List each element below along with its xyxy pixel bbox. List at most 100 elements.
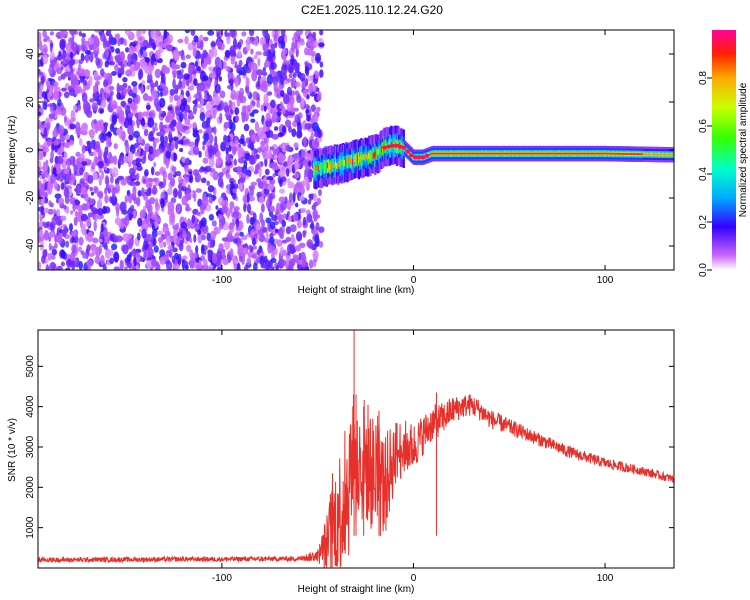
noise-speckle: [81, 145, 86, 154]
noise-speckle: [177, 38, 184, 44]
noise-speckle: [137, 111, 144, 120]
noise-speckle: [177, 139, 184, 145]
noise-speckle: [59, 38, 66, 50]
signal-cell: [624, 153, 627, 155]
noise-speckle: [41, 75, 45, 85]
noise-speckle: [141, 118, 146, 127]
noise-speckle: [233, 158, 237, 166]
signal-cell: [440, 152, 443, 155]
noise-speckle: [77, 104, 82, 111]
noise-speckle: [48, 231, 55, 238]
noise-speckle: [38, 261, 42, 270]
noise-speckle: [263, 255, 268, 264]
noise-speckle: [43, 170, 49, 179]
noise-speckle: [183, 73, 190, 80]
noise-speckle: [167, 114, 174, 121]
y-tick-label: 40: [25, 48, 36, 60]
noise-speckle: [187, 85, 195, 91]
signal-cell: [519, 152, 523, 155]
heatmap-layer: [38, 30, 674, 270]
noise-speckle: [304, 47, 309, 56]
noise-speckle: [85, 218, 91, 227]
noise-speckle: [241, 105, 248, 114]
noise-speckle: [255, 163, 261, 171]
noise-speckle: [69, 223, 73, 232]
noise-speckle: [133, 256, 137, 267]
noise-speckle: [171, 255, 176, 264]
signal-cell: [324, 164, 327, 171]
noise-speckle: [302, 230, 307, 238]
signal-cell: [640, 153, 643, 156]
noise-speckle: [266, 176, 274, 181]
noise-speckle: [210, 41, 216, 47]
noise-speckle: [217, 40, 223, 48]
noise-speckle: [108, 151, 112, 159]
signal-cell: [436, 152, 439, 155]
noise-speckle: [300, 207, 307, 213]
signal-cell: [532, 152, 535, 155]
noise-speckle: [81, 122, 89, 133]
noise-speckle: [281, 220, 286, 228]
noise-speckle: [154, 34, 159, 46]
noise-speckle: [57, 197, 65, 206]
noise-speckle: [259, 84, 264, 92]
signal-cell: [524, 152, 527, 155]
noise-speckle: [118, 116, 125, 122]
colorbar-tick-label: 0.8: [698, 71, 709, 85]
noise-speckle: [114, 234, 118, 243]
noise-speckle: [245, 77, 250, 88]
noise-speckle: [96, 191, 103, 198]
noise-speckle: [190, 190, 195, 197]
noise-speckle: [305, 262, 309, 268]
noise-speckle: [49, 87, 53, 97]
noise-speckle: [246, 257, 252, 265]
noise-speckle: [60, 102, 64, 112]
noise-speckle: [168, 201, 173, 211]
noise-speckle: [206, 116, 211, 125]
noise-speckle: [308, 83, 313, 94]
noise-speckle: [265, 217, 272, 224]
noise-speckle: [312, 31, 317, 38]
noise-speckle: [189, 64, 195, 72]
noise-speckle: [80, 213, 88, 222]
noise-speckle: [83, 99, 89, 110]
signal-cell: [619, 153, 623, 155]
noise-speckle: [153, 245, 159, 253]
noise-speckle: [150, 166, 155, 176]
noise-speckle: [319, 69, 324, 78]
noise-speckle: [246, 203, 252, 214]
noise-speckle: [47, 252, 53, 261]
noise-speckle: [139, 209, 147, 219]
noise-speckle: [185, 157, 191, 166]
noise-speckle: [122, 244, 129, 255]
noise-speckle: [91, 102, 99, 112]
noise-speckle: [285, 226, 292, 235]
noise-speckle: [122, 77, 128, 83]
noise-speckle: [123, 38, 127, 47]
noise-speckle: [282, 213, 287, 218]
noise-speckle: [184, 36, 189, 45]
noise-speckle: [224, 49, 231, 58]
noise-speckle: [170, 140, 175, 152]
signal-cell: [511, 152, 515, 155]
noise-speckle: [62, 228, 67, 238]
noise-speckle: [291, 128, 297, 137]
signal-cell: [336, 163, 339, 169]
signal-cell: [598, 152, 601, 155]
noise-speckle: [247, 104, 252, 113]
noise-speckle: [202, 145, 206, 151]
noise-speckle: [60, 261, 65, 267]
noise-speckle: [127, 53, 134, 63]
signal-cell: [615, 152, 618, 155]
noise-speckle: [44, 197, 49, 204]
noise-speckle: [42, 163, 48, 173]
noise-speckle: [87, 212, 93, 218]
noise-speckle: [224, 105, 230, 113]
noise-speckle: [269, 146, 274, 151]
noise-speckle: [206, 122, 211, 128]
noise-speckle: [296, 30, 303, 36]
noise-speckle: [250, 118, 256, 123]
noise-speckle: [63, 187, 70, 198]
noise-speckle: [280, 64, 288, 75]
noise-speckle: [89, 98, 95, 103]
